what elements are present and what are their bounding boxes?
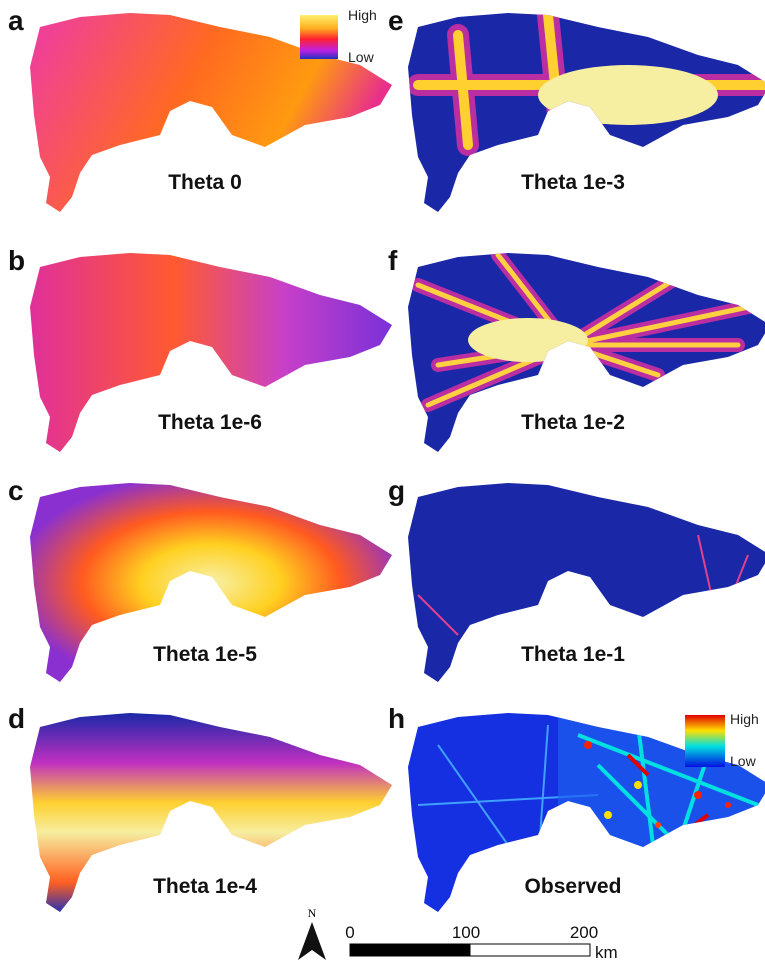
panel-letter: e <box>388 5 404 36</box>
panel-title: Observed <box>525 875 622 898</box>
panel-letter: f <box>388 245 398 276</box>
legend-high: High <box>348 7 377 23</box>
north-arrow <box>298 922 326 960</box>
panel-letter: g <box>388 475 405 506</box>
panel-b: Theta 1e-6 <box>30 253 392 452</box>
panel-letter: c <box>8 475 24 506</box>
panel-title: Theta 1e-2 <box>521 411 625 434</box>
scale-unit: km <box>595 943 618 962</box>
legend-low: Low <box>730 753 757 769</box>
scale-label: 0 <box>345 923 354 942</box>
panel-letter: d <box>8 703 25 734</box>
scale-segment <box>350 944 470 956</box>
panel-title: Theta 1e-5 <box>153 643 257 666</box>
scale-label: 200 <box>570 923 598 942</box>
north-label: N <box>308 906 317 920</box>
scale-segment <box>470 944 590 956</box>
panel-title: Theta 1e-6 <box>158 411 262 434</box>
panel-title: Theta 1e-1 <box>521 643 625 666</box>
legend-low: Low <box>348 49 375 65</box>
panel-f: Theta 1e-2 <box>408 253 765 452</box>
panel-g: Theta 1e-1 <box>408 483 765 682</box>
panel-letter: a <box>8 5 24 36</box>
page: {"panels": [ {"letter": "a", "title": "T… <box>0 0 765 965</box>
panel-e: Theta 1e-3 <box>408 13 765 212</box>
panel-d: Theta 1e-4 <box>30 713 392 912</box>
legend-ramp <box>685 715 725 767</box>
panel-title: Theta 1e-3 <box>521 171 625 194</box>
panel-letter: h <box>388 703 405 734</box>
panel-letter: b <box>8 245 25 276</box>
panel-title: Theta 0 <box>168 171 242 194</box>
legend-ramp <box>300 15 338 59</box>
panel-c: Theta 1e-5 <box>30 483 392 682</box>
figure: Theta 0 a High Low Theta 1e-6 b Theta 1e… <box>0 0 765 965</box>
scale-label: 100 <box>452 923 480 942</box>
panel-title: Theta 1e-4 <box>153 875 257 898</box>
legend-high: High <box>730 711 759 727</box>
